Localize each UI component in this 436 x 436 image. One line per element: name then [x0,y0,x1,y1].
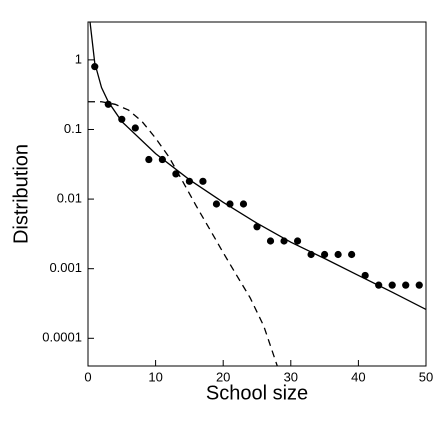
y-tick-label: 1 [75,51,82,66]
x-tick-label: 20 [216,369,230,384]
data-point [118,115,126,123]
x-tick-label: 50 [419,369,433,384]
data-point [131,124,139,132]
data-point [145,155,153,164]
y-tick-label: 0.1 [64,121,82,136]
data-point [348,250,356,259]
data-point [212,200,221,208]
data-point [253,223,261,231]
y-tick-label: 0.0001 [42,330,82,345]
data-point [388,281,396,289]
y-tick-label: 0.001 [49,260,82,275]
plot-area [88,22,426,366]
data-point [321,250,329,259]
data-point [185,177,193,185]
y-tick-label: 0.01 [57,191,82,206]
data-point [334,250,342,259]
data-point [266,237,275,245]
plot-frame [87,21,427,367]
data-point [239,200,248,208]
data-point [293,237,302,245]
solid-curve [89,22,426,310]
x-tick-label: 40 [351,369,365,384]
y-axis-label: Distribution [10,144,32,244]
data-point [402,281,410,289]
x-axis-label: School size [206,382,308,404]
dashed-curve [88,101,278,366]
x-tick-label: 10 [148,369,162,384]
x-tick-label: 30 [284,369,298,384]
data-point [199,177,207,185]
x-tick-label: 0 [84,369,91,384]
data-point [415,281,423,289]
